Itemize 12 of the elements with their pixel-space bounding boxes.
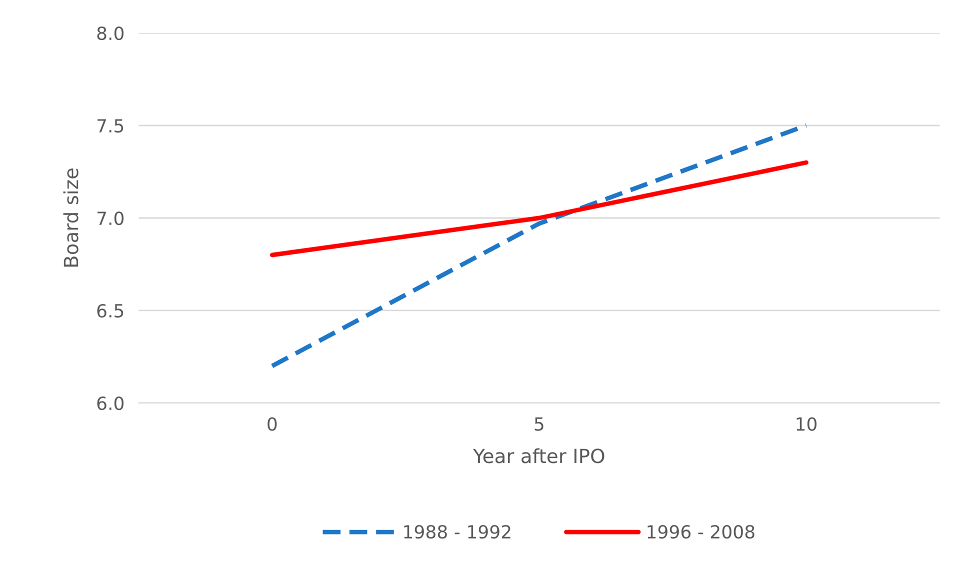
y-tick-label: 7.5 [98,119,124,133]
x-tick-label: 5 [534,417,544,431]
y-tick-label: 8.0 [97,26,124,40]
x-axis-title: Year after IPO [472,448,604,464]
legend-label: 1988 - 1992 [404,524,510,539]
y-tick-label: 6.0 [97,396,124,410]
y-tick-label: 7.0 [98,211,124,226]
legend-label: 1996 - 2008 [648,524,754,539]
y-tick-label: 6.5 [97,304,124,318]
x-tick-label: 0 [268,417,277,431]
y-axis-title: Board size [63,168,78,267]
x-tick-label: 10 [796,417,817,431]
